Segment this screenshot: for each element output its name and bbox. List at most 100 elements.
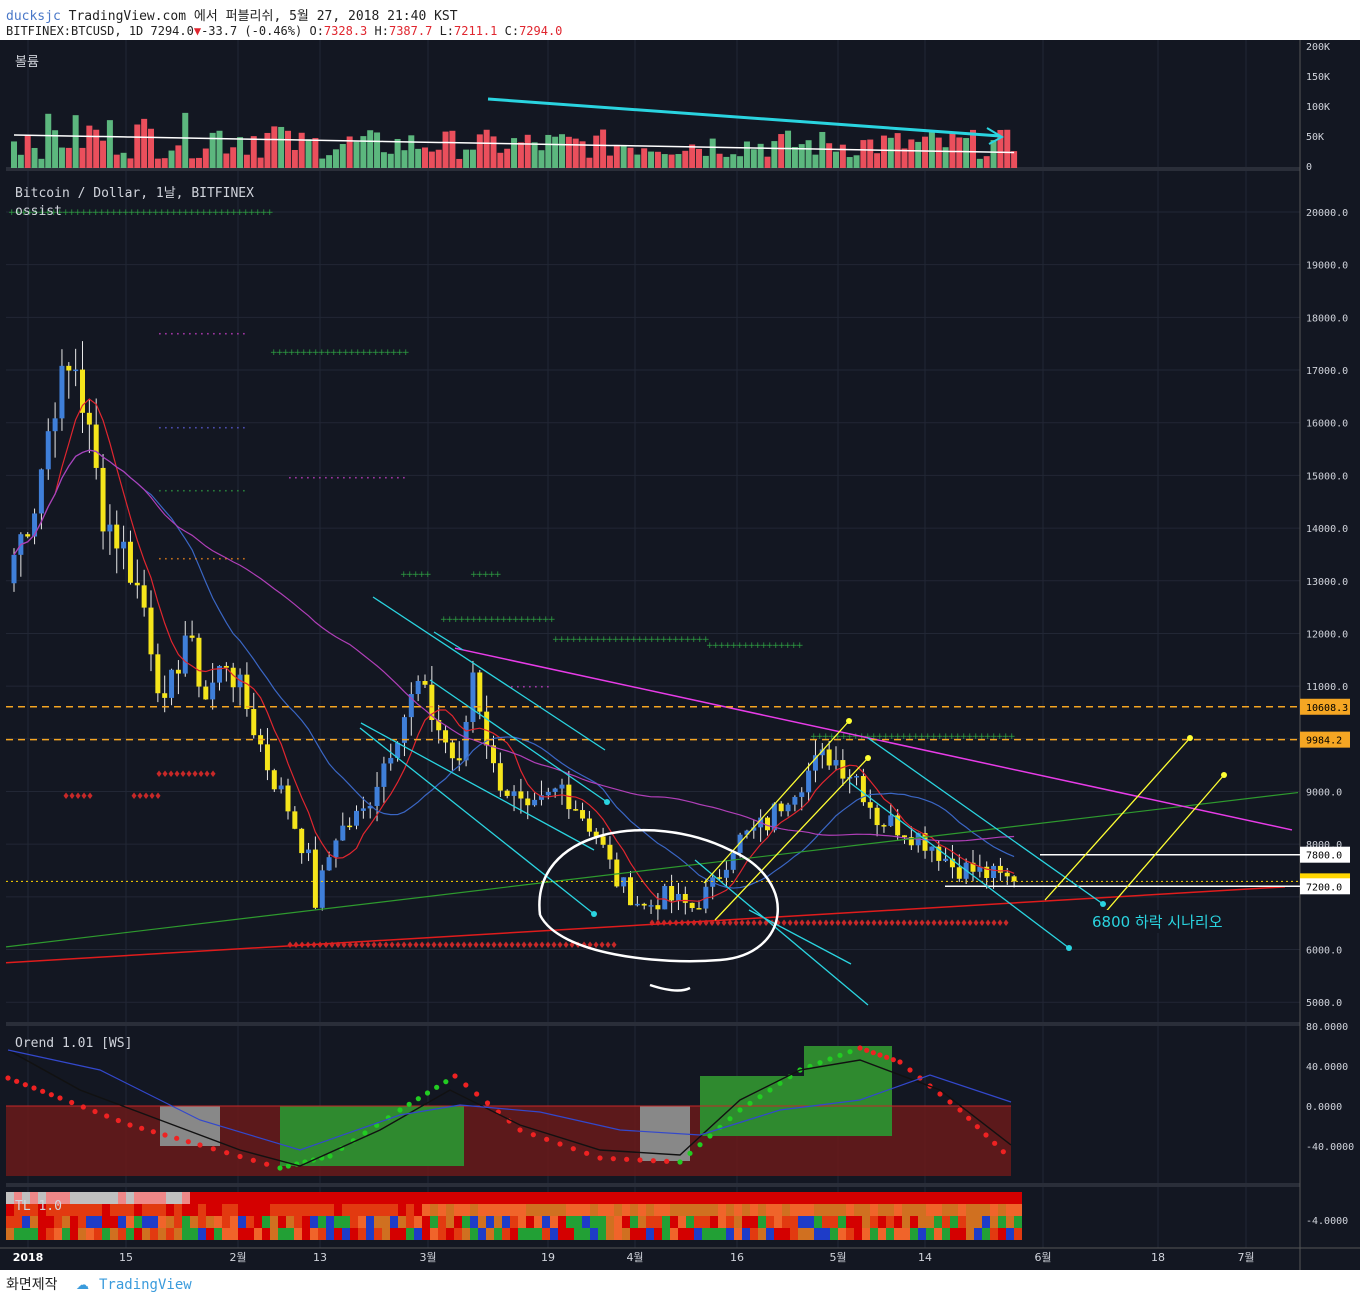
osc-dot (115, 1117, 121, 1124)
osc-histogram-bar (424, 1106, 432, 1166)
indicator-dot: + (418, 570, 426, 580)
tl-heatmap-cell (398, 1228, 406, 1240)
indicator-dot: ♦ (822, 919, 830, 929)
osc-tick-label: -40.0000 (1306, 1142, 1354, 1153)
indicator-dot: ♦ (720, 919, 728, 929)
osc-dot (443, 1079, 449, 1085)
tl-heatmap-cell (718, 1216, 726, 1228)
tl-heatmap-cell (46, 1228, 54, 1240)
tl-heatmap-cell (22, 1228, 30, 1240)
indicator-dot: + (990, 732, 998, 742)
candle-body (141, 585, 147, 608)
osc-dot (974, 1124, 980, 1130)
price-axis-labels: 20000.0 19000.0 18000.0 17000.0 16000.0 15000… (1300, 42, 1354, 1227)
indicator-dot: + (558, 635, 566, 645)
tl-heatmap-cell (718, 1204, 726, 1216)
tl-heatmap-cell (774, 1192, 782, 1204)
tl-heatmap-cell (942, 1192, 950, 1204)
ohlc-high-label: H: (374, 24, 389, 38)
candle-body (278, 785, 284, 790)
candle-body (347, 825, 353, 828)
volume-bar (812, 154, 819, 168)
tl-heatmap-cell (374, 1228, 382, 1240)
candle-body (326, 857, 332, 871)
tl-heatmap-cell (622, 1192, 630, 1204)
tl-heatmap-cell (766, 1216, 774, 1228)
scenario-annotation: 6800 하락 시나리오 (1092, 913, 1223, 931)
tl-heatmap-cell (918, 1192, 926, 1204)
indicator-dot: + (50, 208, 58, 218)
tl-heatmap-cell (550, 1192, 558, 1204)
indicator-dot: ♦ (816, 919, 824, 929)
indicator-dot: + (68, 208, 76, 218)
footer: 화면제작 ☁ TradingView (6, 1274, 192, 1294)
volume-bar (586, 157, 593, 168)
tl-heatmap-cell (854, 1204, 862, 1216)
tradingview-brand[interactable]: TradingView (98, 1277, 192, 1293)
indicator-dot: · (224, 327, 228, 341)
tl-heatmap-cell (710, 1216, 718, 1228)
volume-bar (127, 158, 134, 168)
osc-dot (397, 1107, 403, 1113)
indicator-dot: ♦ (502, 941, 510, 951)
tl-heatmap-cell (942, 1216, 950, 1228)
tl-heatmap-cell (334, 1228, 342, 1240)
indicator-dot: + (56, 208, 64, 218)
indicator-dot: + (440, 615, 448, 625)
tl-heatmap-cell (14, 1228, 22, 1240)
osc-dot (650, 1158, 656, 1164)
indicator-dot: + (378, 348, 386, 358)
trading-chart[interactable]: ++++++++++++++++++++++++++++++++++++++++… (0, 40, 1360, 1270)
indicator-dot: ♦ (828, 919, 836, 929)
tl-heatmap-cell (1014, 1216, 1022, 1228)
tl-heatmap-cell (582, 1204, 590, 1216)
tl-heatmap-cell (382, 1216, 390, 1228)
tl-heatmap-cell (694, 1228, 702, 1240)
indicator-dot: + (8, 208, 16, 218)
candle-body (456, 758, 462, 761)
yellow-arrow-head (846, 718, 852, 724)
tl-heatmap-cell (686, 1216, 694, 1228)
indicator-dot: + (724, 641, 732, 651)
tl-heatmap-cell (174, 1228, 182, 1240)
tl-heatmap-cell (214, 1204, 222, 1216)
indicator-dot: ♦ (62, 792, 70, 802)
tl-heatmap-cell (838, 1216, 846, 1228)
tl-heatmap-cell (862, 1216, 870, 1228)
volume-bar (983, 156, 990, 168)
volume-bar (380, 152, 387, 168)
volume-bar (517, 142, 524, 168)
indicator-dot: · (528, 680, 532, 694)
indicator-dot: · (182, 552, 186, 566)
tl-heatmap-cell (750, 1228, 758, 1240)
indicator-dot: + (564, 635, 572, 645)
tl-heatmap-cell (790, 1228, 798, 1240)
osc-dot (877, 1052, 883, 1058)
volume-bar (367, 130, 374, 168)
indicator-dot: + (822, 732, 830, 742)
tl-heatmap-cell (230, 1192, 238, 1204)
volume-bar (545, 134, 552, 168)
author-link[interactable]: ducksjc (6, 9, 61, 24)
tl-heatmap-cell (518, 1204, 526, 1216)
tl-heatmap-cell (254, 1228, 262, 1240)
candle-body (977, 866, 983, 872)
indicator-dot: · (224, 421, 228, 435)
indicator-dot: · (182, 327, 186, 341)
volume-bar (976, 158, 983, 168)
tl-heatmap-cell (190, 1204, 198, 1216)
volume-bar (874, 153, 881, 168)
tl-heatmap-cell (670, 1192, 678, 1204)
indicator-dot: + (784, 641, 792, 651)
osc-histogram-bar (280, 1106, 288, 1166)
indicator-dot: · (218, 552, 222, 566)
osc-histogram-bar (812, 1046, 820, 1136)
tl-heatmap-cell (398, 1204, 406, 1216)
tl-heatmap-cell (486, 1192, 494, 1204)
tl-heatmap-cell (790, 1216, 798, 1228)
volume-bar (880, 135, 887, 168)
tl-heatmap-cell (1014, 1228, 1022, 1240)
osc-dot (530, 1132, 536, 1138)
indicator-dot: · (200, 327, 204, 341)
volume-bar (956, 137, 963, 168)
